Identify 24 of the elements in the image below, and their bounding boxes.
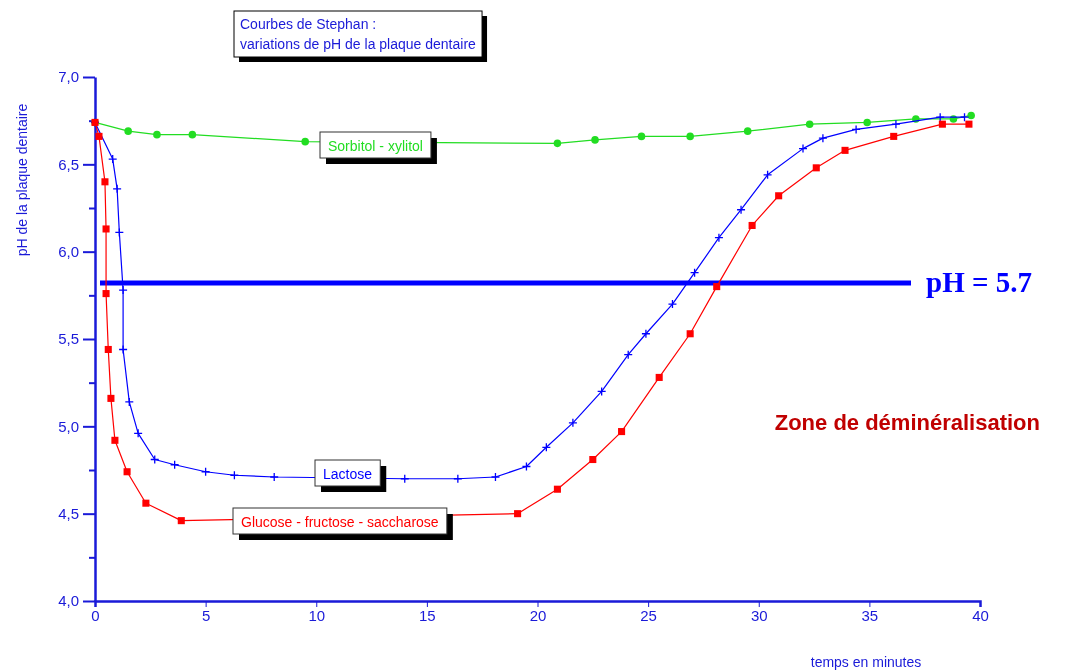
series-label: Glucose - fructose - saccharose: [241, 514, 439, 530]
x-tick-label: 0: [91, 606, 100, 624]
y-tick-label: 6,5: [58, 155, 79, 173]
x-tick-label: 20: [529, 606, 547, 624]
y-axis-title: pH de la plaque dentaire: [14, 103, 30, 257]
y-tick-label: 4,5: [58, 504, 79, 522]
chart-title: Courbes de Stephan : variations de pH de la plaque dentaire: [240, 16, 477, 52]
x-tick-label: 40: [972, 606, 989, 624]
annotation: pH = 5.7: [926, 266, 1032, 299]
annotation: Zone de déminéralisation: [774, 410, 1040, 435]
y-tick-label: 4,0: [58, 592, 79, 610]
x-tick-label: 10: [308, 606, 326, 624]
x-tick-label: 25: [640, 606, 657, 624]
x-tick-label: 35: [861, 606, 879, 624]
y-tick-label: 6,0: [58, 242, 79, 260]
series-label: Lactose: [323, 466, 373, 482]
y-tick-label: 5,5: [58, 330, 79, 348]
x-tick-label: 30: [750, 606, 768, 624]
x-tick-label: 15: [419, 606, 436, 624]
series-label: Sorbitol - xylitol: [328, 138, 423, 154]
x-axis-title: temps en minutes: [810, 654, 922, 670]
y-tick-label: 7,0: [58, 68, 79, 86]
y-tick-label: 5,0: [58, 417, 79, 435]
x-tick-label: 5: [201, 606, 211, 624]
